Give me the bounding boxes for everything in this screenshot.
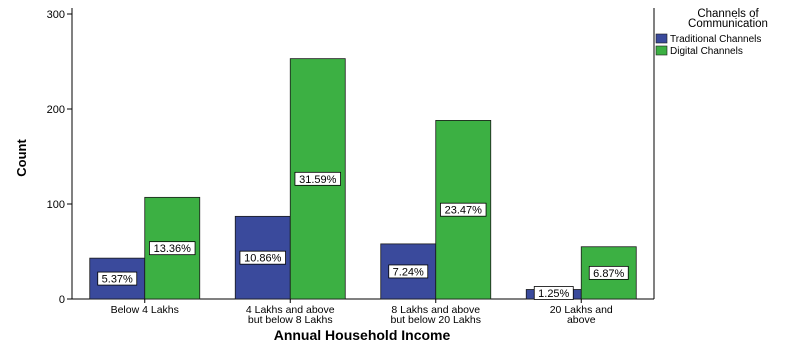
- x-tick-label: but below 8 Lakhs: [248, 314, 333, 326]
- x-tick-label: but below 20 Lakhs: [391, 314, 481, 326]
- axes: Count Annual Household Income 0 100 200 300…: [14, 9, 613, 343]
- x-tick-label: above: [567, 314, 596, 326]
- x-tick-label: 20 Lakhs and: [550, 304, 613, 316]
- y-tick-label: 300: [47, 9, 65, 21]
- x-tick-label: 4 Lakhs and above: [246, 304, 335, 316]
- data-label: 10.86%: [244, 253, 282, 265]
- data-label-box: [97, 271, 138, 286]
- legend-title: Channels of: [697, 8, 759, 20]
- data-label-box: [149, 241, 196, 256]
- legend-label: Traditional Channels: [670, 34, 761, 45]
- y-tick-label: 100: [47, 199, 65, 211]
- y-tick-label: 200: [47, 104, 65, 116]
- data-label-box: [588, 265, 629, 280]
- data-labels: 5.37% 13.36% 10.86% 31.59% 7.24% 23.47% 1.25% 6…: [97, 171, 629, 300]
- x-tick-label: Below 4 Lakhs: [111, 304, 179, 316]
- x-axis-title: Annual Household Income: [274, 327, 451, 343]
- y-axis-title: Count: [14, 139, 29, 177]
- data-label: 23.47%: [445, 205, 483, 217]
- data-label-box: [239, 250, 286, 265]
- legend-swatch: [655, 45, 668, 56]
- data-label: 7.24%: [393, 266, 424, 278]
- data-label: 6.87%: [593, 268, 624, 280]
- data-label: 5.37%: [102, 274, 133, 286]
- data-label-box: [440, 202, 487, 217]
- data-label-box: [294, 171, 341, 186]
- data-label-box: [533, 286, 574, 300]
- legend-title: Communication: [688, 18, 768, 30]
- data-label-box: [388, 264, 429, 279]
- data-label: 31.59%: [299, 174, 337, 186]
- legend-swatch: [655, 33, 668, 44]
- legend-label: Digital Channels: [670, 46, 743, 57]
- data-label: 13.36%: [154, 243, 192, 255]
- y-tick-label: 0: [59, 294, 65, 306]
- data-label: 1.25%: [538, 288, 569, 300]
- x-tick-label: 8 Lakhs and above: [391, 304, 480, 316]
- bars: [89, 58, 637, 300]
